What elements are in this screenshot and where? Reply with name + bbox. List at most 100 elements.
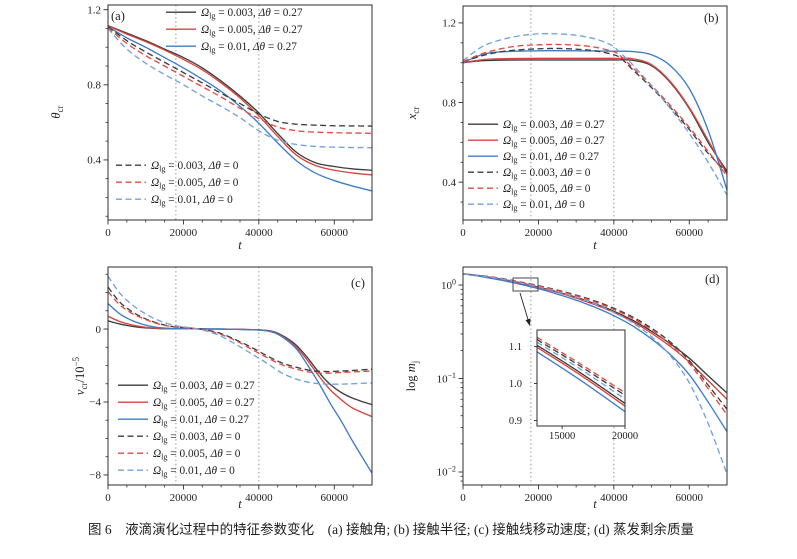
legend-label: Ωlg = 0.003, Δθ = 0 [153,431,241,445]
panel-tag: (a) [111,9,125,23]
y-tick-label: 1.2 [87,4,101,16]
panel-tag: (c) [351,276,365,290]
y-axis-label: vcr/10−5 [71,356,89,395]
x-tick-label: 0 [460,492,466,504]
x-tick-label: 20000 [170,227,198,239]
panel-b: 0 20000 40000 60000 0.4 0.8 1.2 (b) t xcr Ωlg = 0.… [405,5,728,252]
y-axis-label: θcr [49,105,65,118]
series-inset-dashed-black [536,339,626,396]
y-tick-label: −4 [89,397,101,409]
legend-label: Ωlg = 0.01, Δθ = 0 [503,199,585,213]
series-inset-solid-blue [536,351,626,413]
series-inset-solid-black [536,344,626,405]
x-tick-label: 60000 [321,492,349,504]
axes-box [536,329,626,427]
x-tick-label: 40000 [600,227,628,239]
panel-inset: 15000 20000 1.1 1.0 0.9 [509,329,638,442]
x-axis-label: t [238,238,242,252]
series-omega-0.005-dtheta-0.27 [462,57,728,175]
x-tick-label: 0 [105,492,111,504]
zoom-arrow-line [519,292,529,322]
series-omega-0.01-dtheta-0.27 [107,302,373,474]
y-tick-label: 0.9 [509,416,522,427]
legend-label: Ωlg = 0.003, Δθ = 0 [503,167,591,181]
x-tick-label: 40000 [245,492,273,504]
panel-a: 0 20000 40000 60000 0.4 0.8 1.2 (a) t θcr Ωlg = 0.… [49,4,373,252]
x-tick-label: 20000 [170,492,198,504]
legend-label: Ωlg = 0.003, Δθ = 0.27 [153,380,255,394]
inset-background [537,330,625,426]
x-tick-label: 60000 [676,492,704,504]
legend-label: Ωlg = 0.003, Δθ = 0.27 [201,7,303,21]
legend-label: Ωlg = 0.01, Δθ = 0.27 [201,41,297,55]
legend-label: Ωlg = 0.005, Δθ = 0 [153,448,241,462]
y-tick-label: 0.4 [87,155,101,167]
panel-c-contact-line-velocity-chart: 0 20000 40000 60000 0 −4 −8 (c) t vcr/10−5 Ωlg = 0… [0,255,398,510]
y-tick-label: 0.8 [442,97,456,109]
x-tick-label: 60000 [676,227,704,239]
series-omega-0.01-dtheta-0 [462,273,728,475]
x-tick-label: 60000 [321,227,349,239]
series-inset-dashed-red [536,336,626,394]
y-tick-label: 0.4 [442,177,456,189]
y-tick-label: 1.1 [509,342,522,353]
panel-b-contact-radius-chart: 0 20000 40000 60000 0.4 0.8 1.2 (b) t xcr Ωlg = 0.… [399,0,797,255]
legend-label: Ωlg = 0.003, Δθ = 0.27 [503,119,605,133]
series-inset-solid-red [536,346,626,407]
series-omega-0.003-dtheta-0.27 [107,25,373,171]
series-omega-0.01-dtheta-0.27 [462,273,728,433]
y-tick-label: 0.8 [87,80,101,92]
series-omega-0.005-dtheta-0 [462,43,728,177]
x-tick-label: 20000 [612,431,638,442]
y-tick-label: 100 [441,278,456,292]
y-tick-label: 10−1 [437,371,456,385]
x-axis-label: t [238,497,242,510]
panel-tag: (d) [705,272,720,286]
x-tick-label: 0 [460,227,466,239]
x-tick-label: 20000 [525,492,553,504]
series-omega-0.003-dtheta-0 [462,47,728,173]
x-tick-label: 15000 [549,431,575,442]
x-axis-label: t [593,497,597,510]
panel-c: 0 20000 40000 60000 0 −4 −8 (c) t vcr/10−5 Ωlg = 0… [71,266,373,510]
panel-tag: (b) [704,11,719,25]
y-tick-label: −8 [89,470,101,482]
panel-d-remaining-mass-chart: 0 20000 40000 60000 100 10−1 10−2 (d) t log mj 150… [399,255,797,510]
series-omega-0.003-dtheta-0 [107,26,373,127]
series-omega-0.01-dtheta-0.27 [462,50,728,191]
legend-label: Ωlg = 0.01, Δθ = 0.27 [503,151,599,165]
y-tick-label: 10−2 [437,465,456,479]
x-axis-label: t [593,238,597,252]
legend-label: Ωlg = 0.005, Δθ = 0 [503,183,591,197]
figure-caption: 图 6 液滴演化过程中的特征参数变化 (a) 接触角; (b) 接触半径; (c… [88,522,694,537]
x-tick-label: 20000 [525,227,553,239]
series-omega-0.01-dtheta-0.27 [107,26,373,192]
legend-label: Ωlg = 0.005, Δθ = 0.27 [153,397,255,411]
series-omega-0.01-dtheta-0 [107,28,373,149]
axes-box [107,4,373,221]
legend-label: Ωlg = 0.01, Δθ = 0 [151,194,233,208]
series-inset-dashed-blue [536,341,626,400]
series-omega-0.01-dtheta-0 [462,32,728,196]
series-omega-0.005-dtheta-0 [107,291,373,374]
y-tick-label: 0 [96,324,102,336]
zoom-arrow-head [525,318,531,326]
legend-label: Ωlg = 0.003, Δθ = 0 [151,160,239,174]
x-tick-label: 40000 [245,227,273,239]
panel-d: 0 20000 40000 60000 100 10−1 10−2 (d) t log mj [404,266,728,510]
zoom-region-rect [512,277,539,292]
x-tick-label: 40000 [600,492,628,504]
legend-label: Ωlg = 0.01, Δθ = 0 [153,465,235,479]
series-omega-0.003-dtheta-0 [107,286,373,373]
legend-label: Ωlg = 0.005, Δθ = 0.27 [201,24,303,38]
series-omega-0.005-dtheta-0.27 [107,25,373,176]
series-omega-0.005-dtheta-0 [107,27,373,134]
y-tick-label: 1.2 [442,18,456,30]
panel-a-contact-angle-chart: 0 20000 40000 60000 0.4 0.8 1.2 (a) t θcr Ωlg = 0.… [0,0,398,255]
series-omega-0.01-dtheta-0 [107,275,373,385]
x-tick-label: 0 [105,227,111,239]
legend-label: Ωlg = 0.01, Δθ = 0.27 [153,414,249,428]
legend-label: Ωlg = 0.005, Δθ = 0 [151,177,239,191]
y-axis-label: xcr [405,107,421,121]
